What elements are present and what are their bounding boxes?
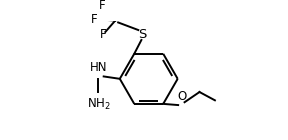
Text: S: S <box>139 28 147 41</box>
Text: NH$_2$: NH$_2$ <box>87 97 110 112</box>
Text: HN: HN <box>90 61 107 74</box>
Text: F: F <box>91 13 97 26</box>
Text: O: O <box>177 90 186 103</box>
Text: F: F <box>99 0 106 12</box>
Text: F: F <box>100 28 107 41</box>
